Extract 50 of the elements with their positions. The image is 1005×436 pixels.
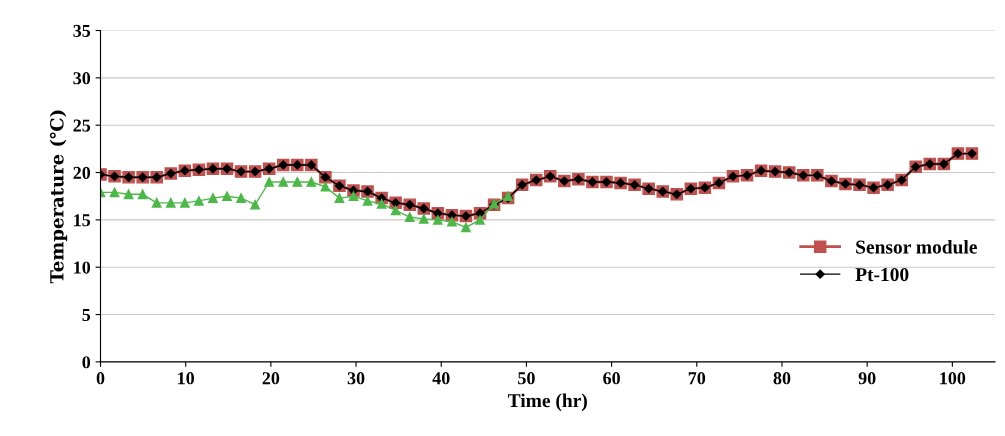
point: [461, 222, 471, 233]
y-tick-label: 0: [82, 356, 91, 369]
point: [250, 199, 260, 210]
point: [137, 189, 148, 200]
x-tick-label: 70: [688, 372, 706, 385]
x-tick-label: 60: [603, 372, 620, 385]
point: [151, 197, 162, 208]
point: [348, 191, 359, 202]
y-tick-label: 5: [82, 308, 91, 321]
point: [208, 193, 218, 203]
point: [264, 177, 275, 187]
x-tick-label: 40: [432, 372, 450, 385]
x-tick-label: 50: [518, 372, 535, 385]
point: [362, 196, 373, 206]
y-tick-label: 10: [74, 261, 91, 274]
x-tick-label: 80: [773, 372, 791, 385]
x-tick-label: 100: [940, 372, 966, 385]
point: [475, 215, 485, 225]
x-tick-label: 30: [347, 372, 365, 385]
x-tick-label: 90: [858, 372, 876, 385]
point: [292, 177, 303, 187]
x-tick-label: 0: [96, 372, 105, 385]
x-tick-label: 20: [262, 372, 280, 385]
legend-label: Pt-100: [855, 268, 909, 282]
y-tick-label: 35: [73, 24, 91, 37]
point: [404, 212, 415, 222]
point: [109, 187, 120, 198]
point: [165, 197, 176, 208]
point: [320, 181, 331, 192]
y-tick-label: 25: [73, 119, 91, 132]
point: [222, 191, 232, 202]
point: [418, 214, 429, 224]
point: [236, 193, 246, 203]
point: [447, 216, 457, 227]
point: [432, 215, 443, 225]
x-tick-label: 10: [178, 372, 195, 385]
point: [376, 198, 387, 209]
point: [123, 189, 134, 200]
point: [334, 193, 345, 203]
point: [179, 197, 190, 208]
y-tick-label: 30: [73, 72, 91, 85]
y-tick-label: 20: [73, 166, 91, 179]
point: [194, 196, 204, 206]
y-axis-title: Temperature (℃): [49, 110, 68, 284]
legend-label: Sensor module: [856, 239, 977, 254]
x-axis-title: Time (hr): [507, 393, 587, 412]
y-tick-label: 15: [74, 214, 91, 227]
point: [390, 205, 401, 216]
point: [278, 177, 289, 187]
point: [306, 177, 317, 187]
